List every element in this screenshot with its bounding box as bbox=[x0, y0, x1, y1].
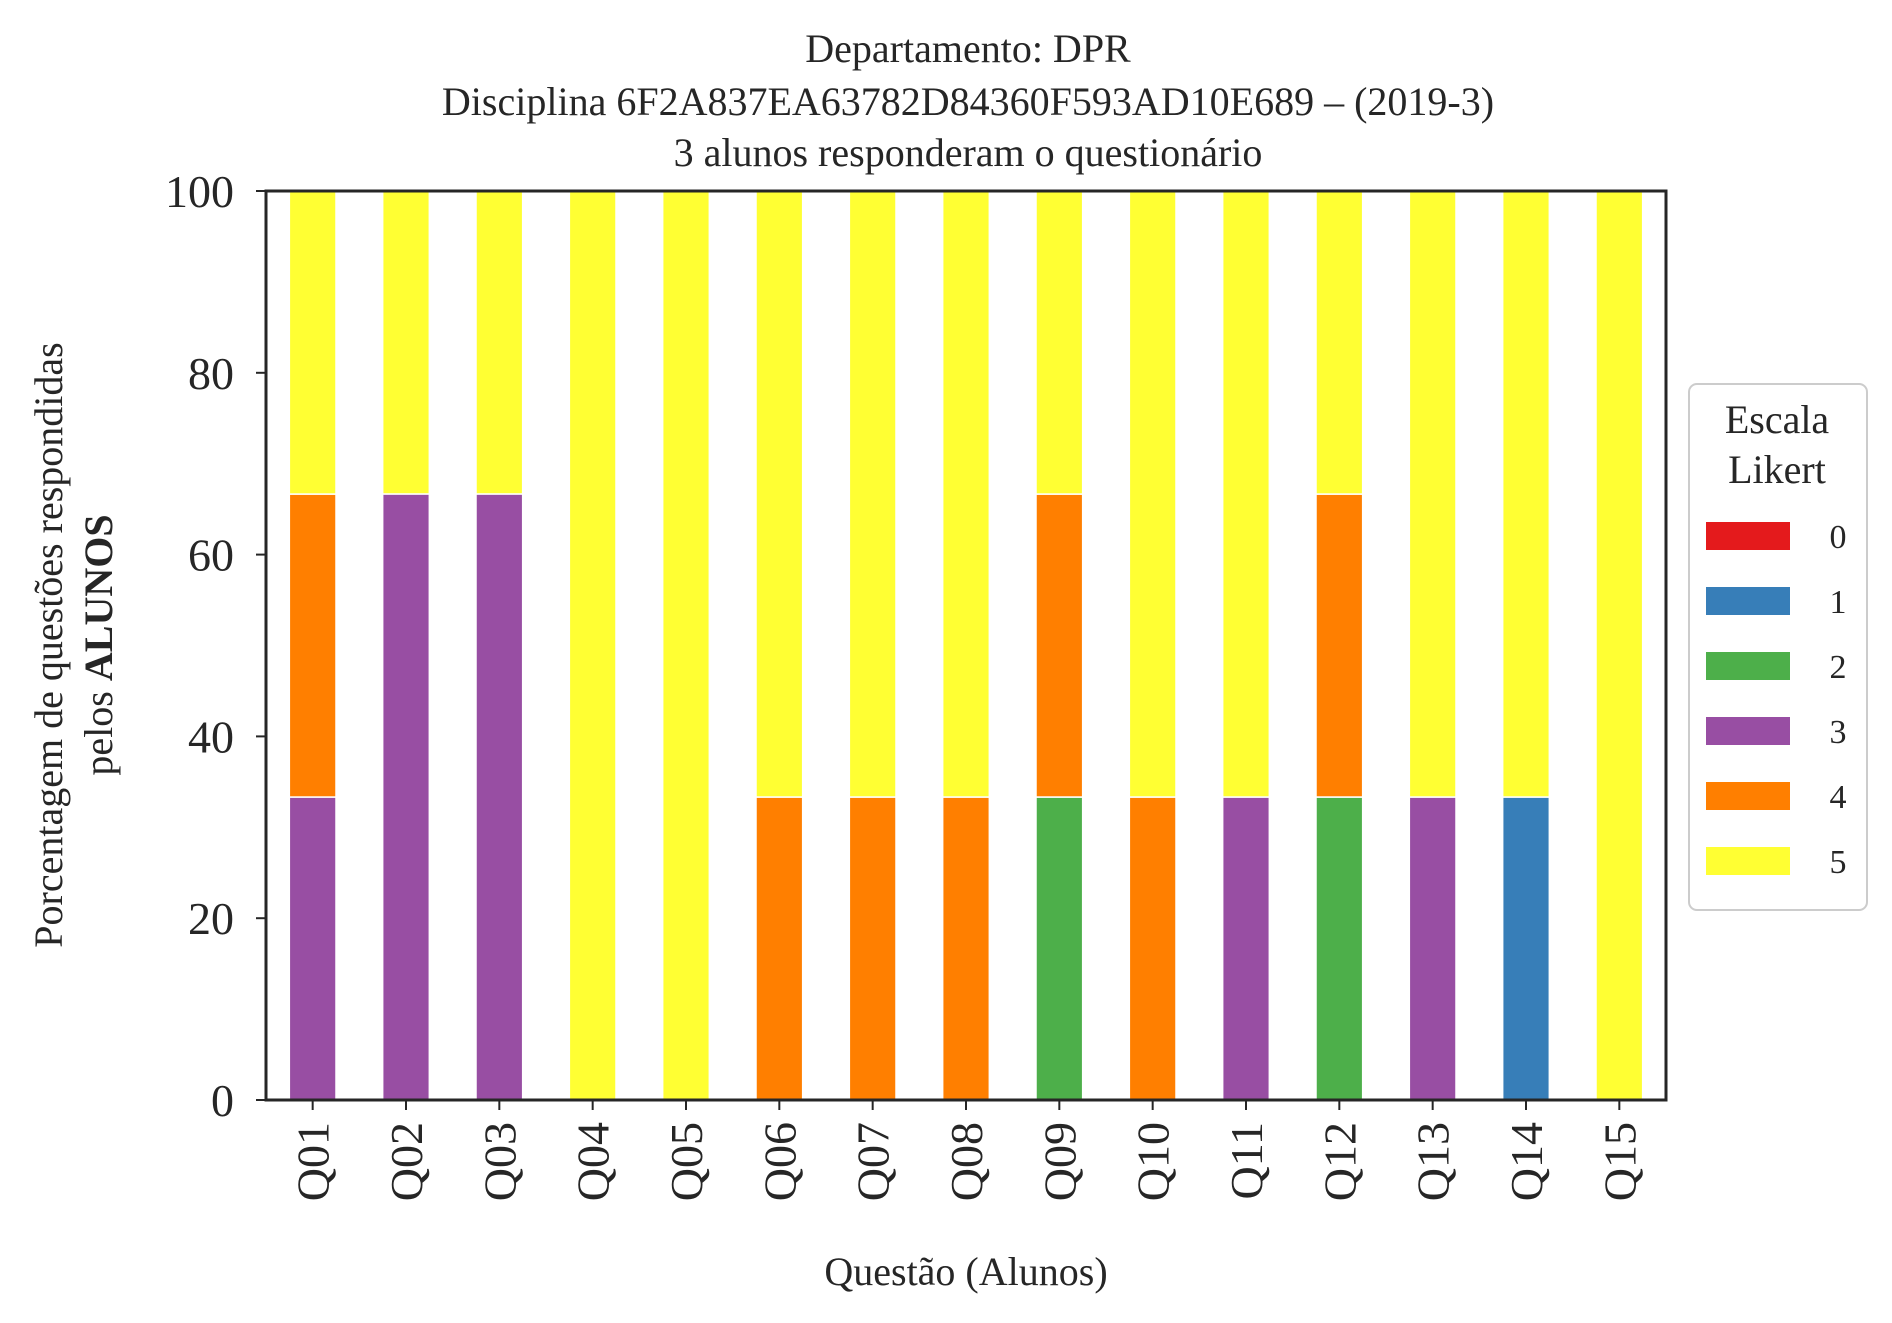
bar-segment-q08-likert-5 bbox=[941, 190, 991, 798]
title-line-3: 3 alunos responderam o questionário bbox=[674, 130, 1263, 175]
bar-segment-q01-likert-5 bbox=[288, 190, 337, 495]
bar-segment-q07-likert-5 bbox=[848, 190, 897, 798]
x-tick-label-q09: Q09 bbox=[1034, 1122, 1085, 1201]
x-tick-label-q05: Q05 bbox=[661, 1122, 712, 1201]
bar-segment-q09-likert-4 bbox=[1035, 493, 1084, 798]
y-axis-label-prefix: pelos bbox=[76, 681, 121, 775]
bar-segment-q13-likert-5 bbox=[1408, 190, 1457, 798]
bar-segment-q04-likert-5 bbox=[568, 190, 617, 1101]
x-tick-label-q08: Q08 bbox=[941, 1122, 992, 1201]
bar-segment-q13-likert-3 bbox=[1408, 796, 1457, 1101]
bar-segment-q09-likert-2 bbox=[1035, 796, 1084, 1101]
x-tick-label-q01: Q01 bbox=[288, 1122, 339, 1201]
legend-frame bbox=[1688, 383, 1868, 911]
y-axis-ticks: 0 20 40 60 80 100 bbox=[165, 166, 266, 1126]
legend-swatch-2 bbox=[1706, 652, 1790, 680]
x-tick-label-q11: Q11 bbox=[1221, 1122, 1272, 1200]
legend: Escala Likert 0 1 2 3 4 5 bbox=[1688, 383, 1868, 911]
legend-swatch-3 bbox=[1706, 717, 1790, 745]
bar-segment-q05-likert-5 bbox=[661, 190, 711, 1101]
bar-segment-q01-likert-4 bbox=[288, 493, 337, 798]
legend-label-0: 0 bbox=[1830, 519, 1847, 556]
y-tick-label: 80 bbox=[188, 348, 234, 399]
x-tick-label-q03: Q03 bbox=[474, 1122, 525, 1201]
bar-segment-q06-likert-5 bbox=[755, 190, 804, 798]
bar-segment-q12-likert-4 bbox=[1315, 493, 1364, 798]
y-axis-label-line-1: Porcentagem de questões respondidas bbox=[26, 342, 71, 947]
y-tick-label: 0 bbox=[211, 1075, 234, 1126]
legend-swatch-0 bbox=[1706, 522, 1790, 550]
bar-segment-q07-likert-4 bbox=[848, 796, 897, 1101]
bars-group bbox=[288, 190, 1644, 1101]
bar-segment-q12-likert-5 bbox=[1315, 190, 1364, 495]
legend-items: 0 1 2 3 4 5 bbox=[1706, 519, 1847, 881]
x-tick-label-q15: Q15 bbox=[1594, 1122, 1645, 1201]
x-tick-label-q02: Q02 bbox=[381, 1122, 432, 1201]
x-tick-label-q12: Q12 bbox=[1314, 1122, 1365, 1201]
x-tick-label-q13: Q13 bbox=[1408, 1122, 1459, 1201]
bar-segment-q03-likert-3 bbox=[475, 493, 524, 1101]
bar-segment-q06-likert-4 bbox=[755, 796, 804, 1101]
chart-title: Departamento: DPR Disciplina 6F2A837EA63… bbox=[442, 26, 1494, 175]
bar-segment-q03-likert-5 bbox=[475, 190, 524, 495]
bar-segment-q14-likert-1 bbox=[1501, 796, 1551, 1101]
y-axis-label-line-2: pelos ALUNOS bbox=[76, 514, 121, 775]
legend-label-1: 1 bbox=[1830, 584, 1847, 621]
x-tick-label-q14: Q14 bbox=[1501, 1122, 1552, 1201]
legend-swatch-1 bbox=[1706, 587, 1790, 615]
y-tick-label: 60 bbox=[188, 530, 234, 581]
bar-segment-q10-likert-5 bbox=[1128, 190, 1177, 798]
legend-swatch-4 bbox=[1706, 782, 1790, 810]
x-tick-label-q10: Q10 bbox=[1128, 1122, 1179, 1201]
x-tick-label-q06: Q06 bbox=[754, 1122, 805, 1201]
x-tick-label-q04: Q04 bbox=[568, 1122, 619, 1201]
bar-segment-q15-likert-5 bbox=[1595, 190, 1644, 1101]
legend-label-4: 4 bbox=[1830, 779, 1847, 816]
bar-segment-q14-likert-5 bbox=[1501, 190, 1551, 798]
legend-title-line-2: Likert bbox=[1728, 447, 1826, 492]
bar-segment-q01-likert-3 bbox=[288, 796, 337, 1101]
bar-segment-q02-likert-3 bbox=[381, 493, 431, 1101]
bar-segment-q09-likert-5 bbox=[1035, 190, 1084, 495]
legend-title-line-1: Escala bbox=[1725, 397, 1830, 442]
y-tick-label: 20 bbox=[188, 893, 234, 944]
y-axis-label-bold: ALUNOS bbox=[76, 514, 121, 681]
bar-segment-q10-likert-4 bbox=[1128, 796, 1177, 1101]
bar-segment-q11-likert-3 bbox=[1221, 796, 1271, 1101]
bar-segment-q12-likert-2 bbox=[1315, 796, 1364, 1101]
bar-segment-q11-likert-5 bbox=[1221, 190, 1271, 798]
x-axis-label: Questão (Alunos) bbox=[824, 1249, 1107, 1294]
legend-swatch-5 bbox=[1706, 847, 1790, 875]
title-line-1: Departamento: DPR bbox=[805, 26, 1131, 71]
y-axis-label: Porcentagem de questões respondidas pelo… bbox=[26, 342, 121, 947]
y-tick-label: 100 bbox=[165, 166, 234, 217]
legend-label-2: 2 bbox=[1830, 649, 1847, 686]
legend-label-3: 3 bbox=[1830, 714, 1847, 751]
plot-frame bbox=[264, 189, 1668, 1102]
x-tick-label-q07: Q07 bbox=[848, 1122, 899, 1201]
bar-segment-q02-likert-5 bbox=[381, 190, 431, 495]
title-line-2: Disciplina 6F2A837EA63782D84360F593AD10E… bbox=[442, 79, 1494, 124]
x-axis-ticks: Q01 Q02 Q03 Q04 Q05 Q06 Q07 Q08 Q09 Q10 Q11 Q12 Q13 Q… bbox=[288, 1100, 1645, 1201]
legend-label-5: 5 bbox=[1830, 844, 1847, 881]
y-tick-label: 40 bbox=[188, 711, 234, 762]
bar-segment-q08-likert-4 bbox=[941, 796, 991, 1101]
